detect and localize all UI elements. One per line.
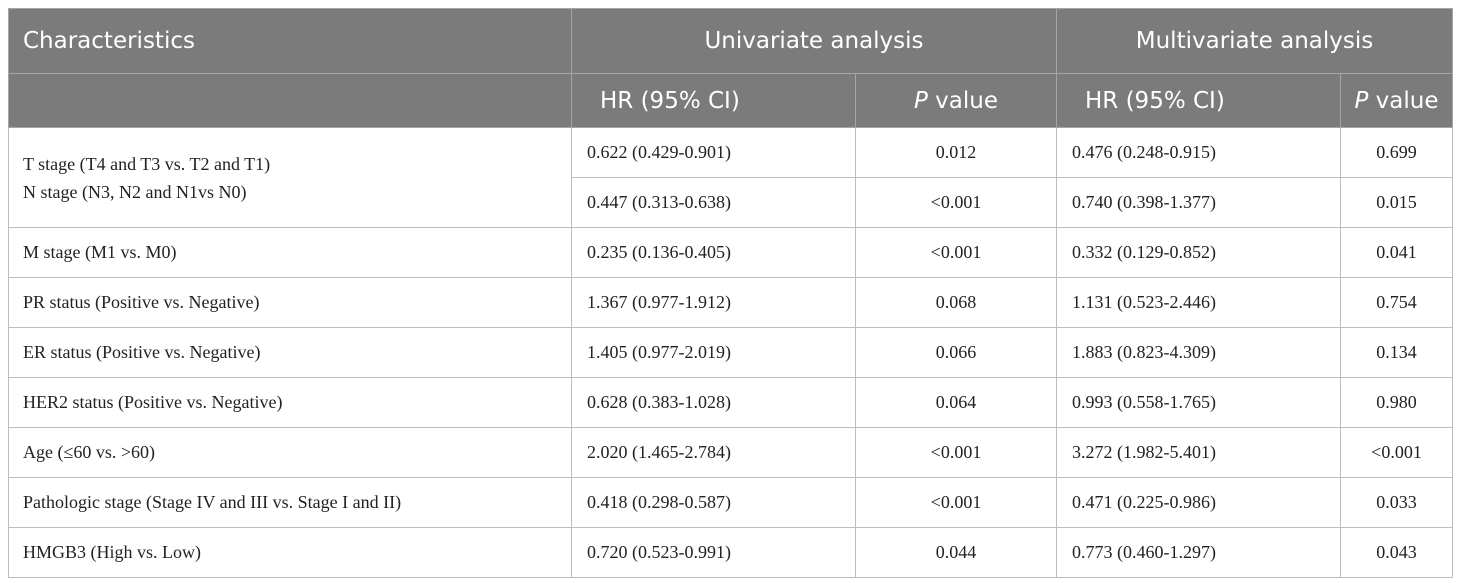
uni-hr-cell: 0.235 (0.136-0.405) — [571, 227, 856, 278]
multi-hr-cell: 0.332 (0.129-0.852) — [1056, 227, 1341, 278]
n-stage-label: N stage (N3, N2 and N1vs N0) — [23, 181, 247, 202]
uni-hr-cell: 1.405 (0.977-2.019) — [571, 327, 856, 378]
uni-hr-header: HR (95% CI) — [571, 73, 856, 128]
uni-p-cell: <0.001 — [855, 177, 1057, 228]
uni-hr-cell: 0.628 (0.383-1.028) — [571, 377, 856, 428]
table-row: HMGB3 (High vs. Low) 0.720 (0.523-0.991)… — [8, 527, 1453, 578]
multi-p-header: P value — [1340, 73, 1453, 128]
uni-hr-cell: 0.418 (0.298-0.587) — [571, 477, 856, 528]
uni-hr-cell: 0.447 (0.313-0.638) — [571, 177, 856, 228]
characteristic-cell: PR status (Positive vs. Negative) — [8, 277, 572, 328]
uni-p-cell: 0.044 — [855, 527, 1057, 578]
cox-regression-table: Characteristics Univariate analysis Mult… — [8, 8, 1453, 578]
multi-p-cell: 0.754 — [1340, 277, 1453, 328]
uni-p-header: P value — [855, 73, 1057, 128]
table-row: T stage (T4 and T3 vs. T2 and T1) N stag… — [8, 127, 1453, 228]
multi-hr-cell: 0.471 (0.225-0.986) — [1056, 477, 1341, 528]
characteristic-cell: Age (≤60 vs. >60) — [8, 427, 572, 478]
multi-p-cell: 0.980 — [1340, 377, 1453, 428]
characteristic-cell: M stage (M1 vs. M0) — [8, 227, 572, 278]
uni-hr-cell: 2.020 (1.465-2.784) — [571, 427, 856, 478]
p-italic: P — [913, 87, 928, 114]
univariate-header: Univariate analysis — [571, 8, 1057, 74]
uni-p-cell: <0.001 — [855, 477, 1057, 528]
multi-p-cell: <0.001 — [1340, 427, 1453, 478]
characteristic-cell: HMGB3 (High vs. Low) — [8, 527, 572, 578]
table-row: M stage (M1 vs. M0) 0.235 (0.136-0.405) … — [8, 227, 1453, 278]
multi-hr-cell: 0.773 (0.460-1.297) — [1056, 527, 1341, 578]
multi-hr-cell: 3.272 (1.982-5.401) — [1056, 427, 1341, 478]
characteristic-cell: Pathologic stage (Stage IV and III vs. S… — [8, 477, 572, 528]
uni-p-cell: 0.066 — [855, 327, 1057, 378]
table-row: Pathologic stage (Stage IV and III vs. S… — [8, 477, 1453, 528]
table-row: PR status (Positive vs. Negative) 1.367 … — [8, 277, 1453, 328]
uni-p-cell: 0.012 — [855, 127, 1057, 178]
multi-hr-cell: 0.740 (0.398-1.377) — [1056, 177, 1341, 228]
multi-hr-cell: 1.131 (0.523-2.446) — [1056, 277, 1341, 328]
p-rest: value — [927, 87, 998, 114]
p-rest: value — [1368, 87, 1439, 114]
table-row: ER status (Positive vs. Negative) 1.405 … — [8, 327, 1453, 378]
uni-hr-cell: 1.367 (0.977-1.912) — [571, 277, 856, 328]
table-row: Age (≤60 vs. >60) 2.020 (1.465-2.784) <0… — [8, 427, 1453, 478]
header-row-1: Characteristics Univariate analysis Mult… — [8, 8, 1453, 74]
multi-hr-cell: 0.476 (0.248-0.915) — [1056, 127, 1341, 178]
uni-p-cell: <0.001 — [855, 427, 1057, 478]
uni-p-cell: 0.068 — [855, 277, 1057, 328]
characteristic-cell: HER2 status (Positive vs. Negative) — [8, 377, 572, 428]
header-row-2: HR (95% CI) P value HR (95% CI) P value — [8, 73, 1453, 128]
characteristics-header: Characteristics — [8, 8, 572, 74]
multi-p-cell: 0.043 — [1340, 527, 1453, 578]
characteristic-cell: ER status (Positive vs. Negative) — [8, 327, 572, 378]
uni-p-cell: 0.064 — [855, 377, 1057, 428]
multi-hr-header: HR (95% CI) — [1056, 73, 1341, 128]
multi-p-cell: 0.134 — [1340, 327, 1453, 378]
multi-hr-cell: 1.883 (0.823-4.309) — [1056, 327, 1341, 378]
table-row: HER2 status (Positive vs. Negative) 0.62… — [8, 377, 1453, 428]
multi-p-cell: 0.699 — [1340, 127, 1453, 178]
table-row: 0.447 (0.313-0.638) <0.001 0.740 (0.398-… — [9, 177, 1453, 228]
p-italic: P — [1354, 87, 1369, 114]
t-stage-label: T stage (T4 and T3 vs. T2 and T1) — [23, 153, 271, 174]
uni-hr-cell: 0.622 (0.429-0.901) — [571, 127, 856, 178]
uni-hr-cell: 0.720 (0.523-0.991) — [571, 527, 856, 578]
multi-hr-cell: 0.993 (0.558-1.765) — [1056, 377, 1341, 428]
multi-p-cell: 0.015 — [1340, 177, 1453, 228]
merged-label-cell: T stage (T4 and T3 vs. T2 and T1) N stag… — [8, 127, 572, 228]
multi-p-cell: 0.041 — [1340, 227, 1453, 278]
uni-p-cell: <0.001 — [855, 227, 1057, 278]
multi-p-cell: 0.033 — [1340, 477, 1453, 528]
multivariate-header: Multivariate analysis — [1056, 8, 1453, 74]
results-table-container: Characteristics Univariate analysis Mult… — [8, 8, 1453, 578]
empty-header-cell — [8, 73, 572, 128]
